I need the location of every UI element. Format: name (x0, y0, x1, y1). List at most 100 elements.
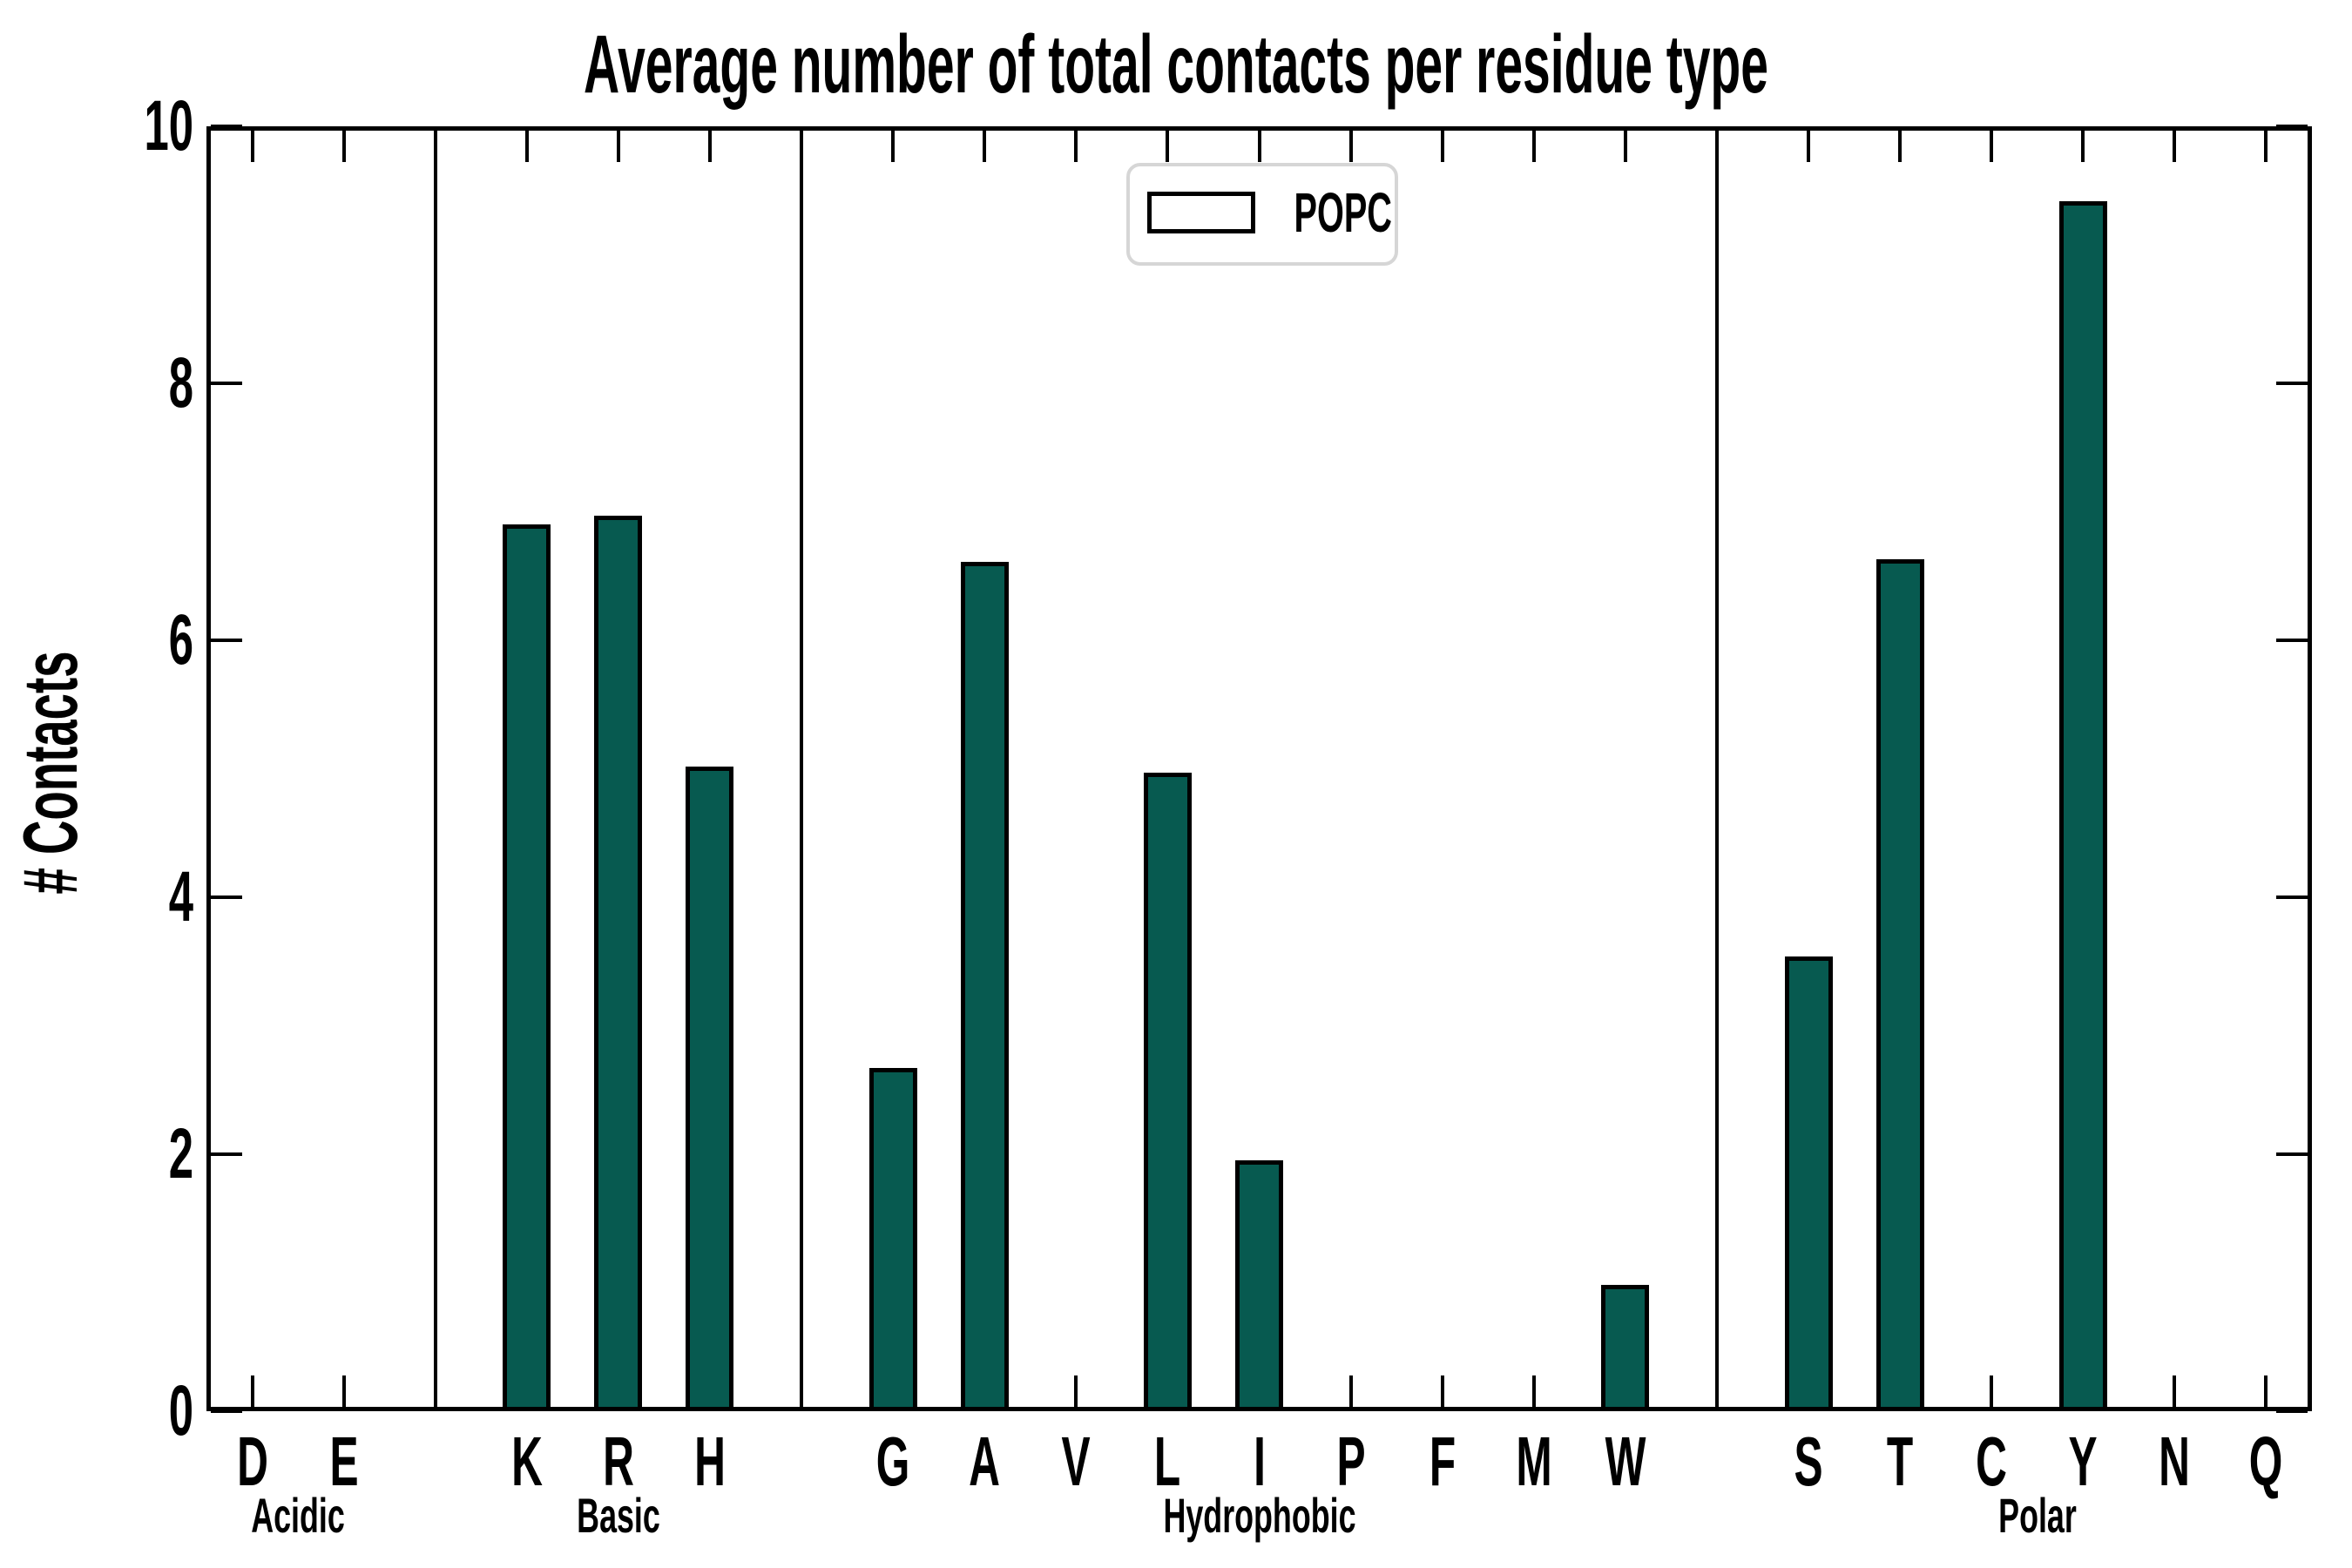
x-tick-top-M (1531, 131, 1536, 162)
x-tick-label-E: E (329, 1423, 359, 1500)
bar-F (1418, 1407, 1467, 1410)
bar-T (1876, 559, 1924, 1411)
group-label-basic: Basic (577, 1488, 660, 1543)
bar-S (1784, 956, 1833, 1411)
x-tick-label-K: K (510, 1423, 543, 1500)
y-tick-label-10: 10 (144, 86, 193, 166)
y-tick-right-0 (2276, 1409, 2308, 1413)
x-tick-label-N: N (2159, 1423, 2191, 1500)
x-tick-label-F: F (1429, 1423, 1456, 1500)
bar-A (960, 562, 1009, 1411)
x-tick-top-V (1074, 131, 1078, 162)
y-tick-label-6: 6 (168, 600, 193, 679)
bar-H (686, 766, 734, 1411)
y-axis-label: # Contacts (7, 651, 93, 895)
legend-swatch-popc (1147, 192, 1255, 233)
x-tick-label-V: V (1061, 1423, 1091, 1500)
x-tick-top-G (891, 131, 896, 162)
bar-K (503, 524, 551, 1411)
x-tick-label-H: H (694, 1423, 726, 1500)
x-tick-bottom-Q (2264, 1375, 2268, 1407)
group-separator-1 (433, 131, 437, 1407)
group-separator-2 (800, 131, 804, 1407)
y-tick-left-4 (211, 896, 242, 899)
bar-V (1051, 1407, 1100, 1410)
bar-D (228, 1407, 277, 1410)
y-tick-right-4 (2276, 896, 2308, 899)
x-tick-label-Q: Q (2249, 1423, 2283, 1500)
x-tick-label-P: P (1336, 1423, 1366, 1500)
x-tick-top-S (1807, 131, 1811, 162)
x-tick-label-S: S (1794, 1423, 1823, 1500)
x-tick-top-H (707, 131, 712, 162)
y-tick-right-2 (2276, 1152, 2308, 1156)
x-tick-label-G: G (875, 1423, 910, 1500)
y-tick-label-4: 4 (168, 857, 193, 936)
bar-W (1601, 1285, 1650, 1411)
y-tick-label-8: 8 (168, 343, 193, 422)
y-tick-label-0: 0 (168, 1371, 193, 1450)
bar-L (1143, 772, 1192, 1411)
x-tick-label-C: C (1976, 1423, 2008, 1500)
x-tick-top-I (1257, 131, 1261, 162)
x-tick-top-E (341, 131, 346, 162)
x-tick-label-T: T (1886, 1423, 1914, 1500)
x-tick-top-K (524, 131, 529, 162)
x-tick-top-F (1440, 131, 1444, 162)
x-tick-top-R (616, 131, 620, 162)
bar-G (868, 1068, 917, 1411)
x-tick-top-C (1990, 131, 1994, 162)
bar-E (320, 1407, 368, 1410)
bar-P (1327, 1407, 1375, 1410)
x-tick-bottom-M (1531, 1375, 1536, 1407)
x-tick-top-Y (2081, 131, 2085, 162)
y-tick-left-8 (211, 382, 242, 385)
group-separator-3 (1714, 131, 1719, 1407)
bar-I (1235, 1160, 1283, 1411)
legend-label-popc: POPC (1294, 181, 1392, 244)
y-tick-left-2 (211, 1152, 242, 1156)
x-tick-bottom-D (250, 1375, 254, 1407)
y-tick-right-6 (2276, 639, 2308, 642)
x-tick-bottom-F (1440, 1375, 1444, 1407)
x-tick-top-P (1348, 131, 1353, 162)
bar-Y (2058, 200, 2107, 1411)
x-tick-bottom-E (341, 1375, 346, 1407)
x-tick-label-R: R (602, 1423, 634, 1500)
y-tick-label-2: 2 (168, 1114, 193, 1193)
group-label-polar: Polar (1997, 1488, 2077, 1543)
y-tick-right-8 (2276, 382, 2308, 385)
x-tick-top-L (1166, 131, 1170, 162)
x-tick-label-M: M (1516, 1423, 1552, 1500)
y-tick-left-6 (211, 639, 242, 642)
x-tick-label-W: W (1605, 1423, 1646, 1500)
bar-N (2150, 1407, 2199, 1410)
group-label-hydrophobic: Hydrophobic (1162, 1488, 1355, 1543)
x-tick-label-Y: Y (2068, 1423, 2098, 1500)
x-tick-label-L: L (1154, 1423, 1181, 1500)
x-tick-bottom-C (1990, 1375, 1994, 1407)
x-tick-bottom-N (2173, 1375, 2177, 1407)
x-tick-label-D: D (236, 1423, 268, 1500)
x-tick-top-A (983, 131, 987, 162)
x-tick-label-I: I (1253, 1423, 1266, 1500)
x-tick-bottom-V (1074, 1375, 1078, 1407)
x-tick-top-T (1898, 131, 1903, 162)
bar-M (1510, 1407, 1558, 1410)
x-tick-top-W (1623, 131, 1627, 162)
x-tick-label-A: A (969, 1423, 1001, 1500)
bar-Q (2241, 1407, 2290, 1410)
x-tick-bottom-P (1348, 1375, 1353, 1407)
chart-title: Average number of total contacts per res… (584, 18, 1768, 111)
group-label-acidic: Acidic (251, 1488, 345, 1543)
x-tick-top-Q (2264, 131, 2268, 162)
y-tick-left-10 (211, 125, 242, 128)
x-tick-top-N (2173, 131, 2177, 162)
bar-C (1967, 1407, 2016, 1410)
y-tick-right-10 (2276, 125, 2308, 128)
y-tick-left-0 (211, 1409, 242, 1413)
legend-box: POPC (1126, 163, 1398, 266)
bar-R (594, 515, 643, 1411)
x-tick-top-D (250, 131, 254, 162)
